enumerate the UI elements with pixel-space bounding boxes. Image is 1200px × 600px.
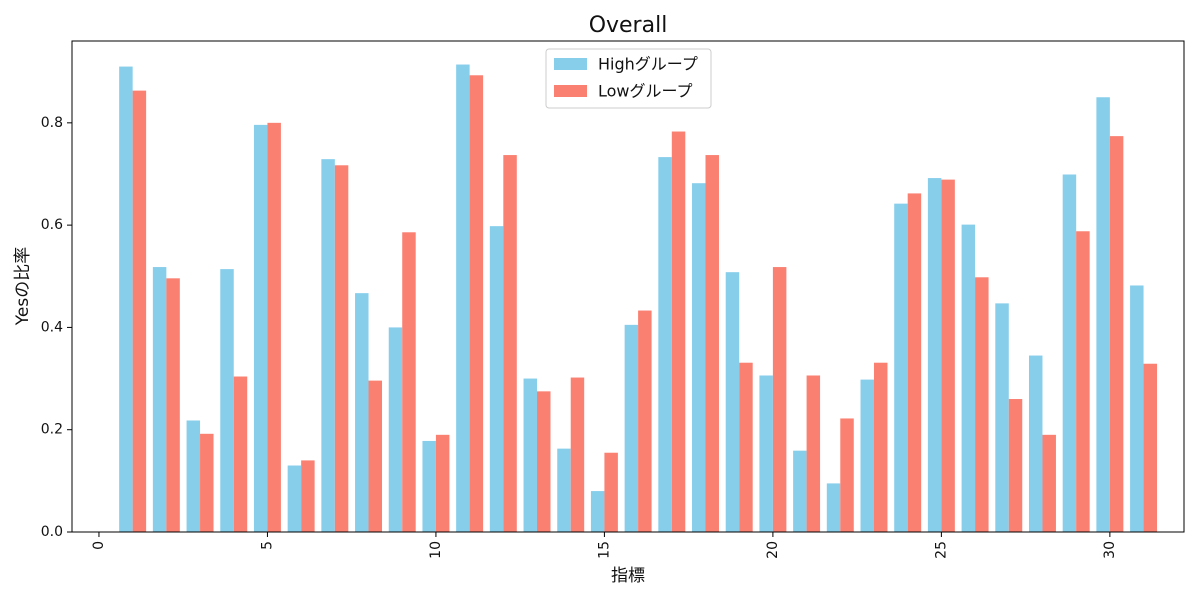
bar-low-20 bbox=[772, 267, 787, 532]
bar-low-17 bbox=[671, 131, 686, 532]
y-tick-label-4: 0.8 bbox=[41, 115, 63, 131]
x-axis: 0 5 10 15 20 25 30 bbox=[91, 532, 1118, 559]
bar-low-8 bbox=[368, 380, 383, 532]
legend-label-low: Lowグループ bbox=[598, 82, 693, 101]
bar-high-28 bbox=[1028, 355, 1043, 532]
bar-low-30 bbox=[1109, 136, 1124, 532]
bar-high-16 bbox=[624, 324, 639, 532]
y-axis-label: Yesの比率 bbox=[13, 247, 33, 326]
x-tick-label-25: 25 bbox=[933, 541, 949, 559]
y-tick-label-3: 0.6 bbox=[41, 217, 63, 233]
bar-low-21 bbox=[806, 375, 821, 532]
bar-high-27 bbox=[995, 303, 1009, 532]
bar-low-24 bbox=[907, 193, 922, 532]
bar-low-29 bbox=[1076, 231, 1090, 532]
bar-low-31 bbox=[1143, 363, 1158, 532]
bar-high-10 bbox=[422, 440, 436, 532]
bar-low-7 bbox=[334, 165, 349, 532]
bar-low-23 bbox=[873, 362, 888, 532]
bar-low-12 bbox=[503, 155, 517, 532]
plot-frame bbox=[71, 40, 1185, 533]
bar-high-13 bbox=[523, 378, 538, 532]
bar-high-21 bbox=[793, 450, 807, 532]
bar-low-10 bbox=[435, 434, 450, 532]
bar-low-16 bbox=[638, 310, 652, 532]
bar-high-30 bbox=[1096, 97, 1110, 532]
x-tick-label-5: 5 bbox=[259, 541, 275, 550]
bars-group bbox=[119, 64, 1158, 533]
x-tick-label-0: 0 bbox=[91, 541, 107, 550]
bar-high-14 bbox=[557, 448, 571, 532]
bar-low-27 bbox=[1008, 399, 1023, 532]
x-tick-label-30: 30 bbox=[1102, 541, 1118, 559]
bar-low-5 bbox=[267, 122, 281, 532]
y-tick-label-0: 0.0 bbox=[41, 524, 63, 540]
bar-low-3 bbox=[200, 433, 214, 532]
bar-high-17 bbox=[658, 157, 672, 532]
bar-low-6 bbox=[301, 460, 315, 532]
y-tick-label-2: 0.4 bbox=[41, 319, 63, 335]
x-tick-label-10: 10 bbox=[428, 541, 444, 559]
bar-high-23 bbox=[860, 379, 874, 532]
bar-low-15 bbox=[604, 452, 618, 532]
bar-high-8 bbox=[355, 293, 369, 532]
bar-high-11 bbox=[456, 64, 470, 532]
bar-low-22 bbox=[840, 418, 854, 532]
bar-high-6 bbox=[287, 465, 302, 532]
x-tick-label-20: 20 bbox=[765, 541, 781, 559]
bar-low-2 bbox=[166, 278, 180, 532]
bar-high-3 bbox=[186, 420, 201, 532]
bar-high-15 bbox=[590, 491, 605, 532]
bar-high-7 bbox=[321, 159, 335, 532]
legend: Highグループ Lowグループ bbox=[545, 48, 712, 109]
bar-high-1 bbox=[119, 66, 133, 532]
y-axis: 0.0 0.2 0.4 0.6 0.8 bbox=[41, 115, 72, 540]
bar-low-19 bbox=[739, 362, 753, 532]
bar-high-12 bbox=[489, 226, 504, 532]
bar-high-31 bbox=[1130, 285, 1144, 532]
bar-low-26 bbox=[975, 277, 989, 532]
bar-high-29 bbox=[1062, 174, 1077, 533]
bar-low-13 bbox=[537, 391, 551, 532]
bar-high-19 bbox=[725, 272, 740, 532]
bar-high-18 bbox=[692, 183, 706, 532]
y-tick-label-1: 0.2 bbox=[41, 422, 63, 438]
x-tick-label-15: 15 bbox=[596, 541, 612, 559]
legend-label-high: Highグループ bbox=[598, 55, 698, 74]
bar-high-5 bbox=[253, 124, 268, 532]
bar-low-14 bbox=[570, 377, 585, 532]
bar-low-25 bbox=[941, 179, 955, 533]
bar-low-18 bbox=[705, 155, 719, 532]
bar-high-25 bbox=[927, 178, 942, 532]
bar-high-4 bbox=[220, 269, 234, 532]
legend-swatch-high bbox=[554, 58, 587, 70]
bar-high-20 bbox=[759, 375, 773, 532]
bar-low-4 bbox=[233, 376, 248, 532]
bar-high-2 bbox=[152, 267, 167, 532]
bar-high-9 bbox=[388, 327, 403, 532]
bar-high-26 bbox=[961, 224, 976, 533]
bar-low-1 bbox=[132, 90, 147, 533]
legend-box bbox=[545, 48, 712, 109]
bar-low-11 bbox=[469, 75, 484, 533]
bar-low-9 bbox=[402, 232, 416, 533]
legend-swatch-low bbox=[554, 85, 587, 97]
x-axis-label: 指標 bbox=[611, 566, 645, 586]
bar-low-28 bbox=[1042, 434, 1056, 532]
chart-title: Overall bbox=[589, 13, 668, 38]
bar-high-22 bbox=[826, 483, 841, 532]
bar-high-24 bbox=[894, 203, 908, 532]
